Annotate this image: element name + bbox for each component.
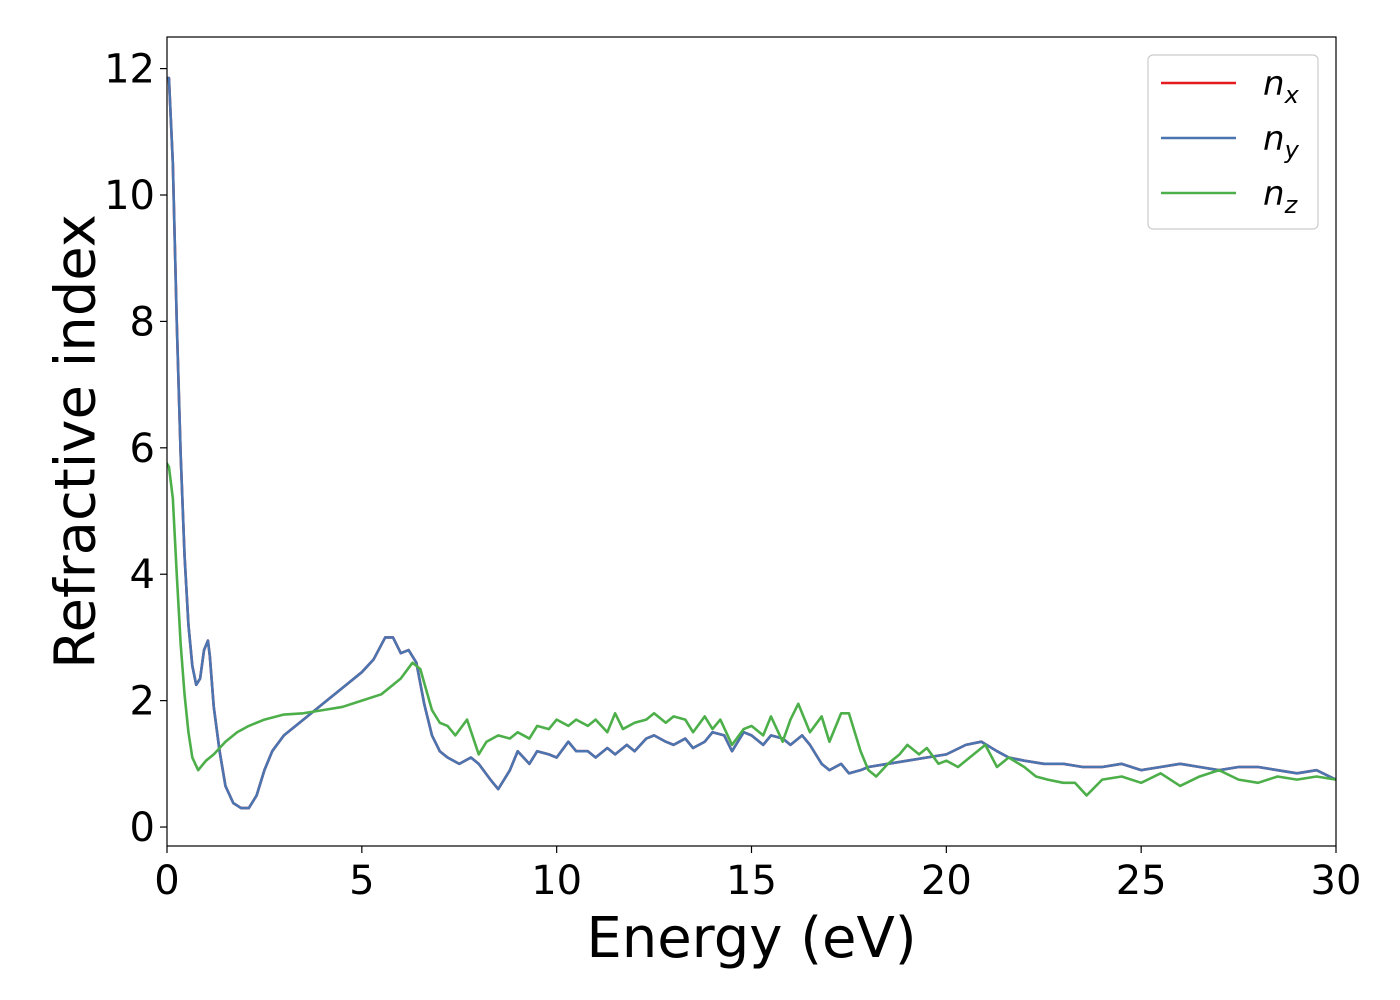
y-axis: 0 2 4 6 8 10 12: [104, 47, 167, 851]
y-tick-label: 2: [130, 679, 155, 725]
legend-label-ny: ny: [1263, 119, 1300, 164]
series-line-ny: [167, 76, 1336, 810]
x-tick-label: 30: [1311, 858, 1362, 904]
y-tick-label: 10: [104, 173, 155, 219]
x-tick-label: 5: [349, 858, 374, 904]
legend-box: [1147, 54, 1319, 230]
y-tick-label: 12: [104, 47, 155, 93]
x-axis: 0 5 10 15 20 25 30: [154, 846, 1361, 904]
x-tick-label: 20: [921, 858, 972, 904]
y-tick-label: 6: [130, 426, 155, 472]
y-tick-label: 4: [130, 552, 155, 598]
x-axis-title: Energy (eV): [586, 906, 916, 971]
x-tick-label: 15: [726, 858, 777, 904]
y-axis-title: Refractive index: [44, 214, 109, 669]
y-tick-label: 0: [130, 805, 155, 851]
series-layer: [167, 76, 1336, 810]
legend-label-nx: nx: [1263, 64, 1300, 109]
y-tick-label: 8: [130, 299, 155, 345]
x-tick-label: 25: [1116, 858, 1167, 904]
series-line-nz: [167, 462, 1336, 797]
legend-label-nz: nz: [1263, 174, 1299, 219]
x-tick-label: 0: [154, 858, 179, 904]
legend: nx ny nz: [1147, 54, 1319, 230]
x-tick-label: 10: [531, 858, 582, 904]
